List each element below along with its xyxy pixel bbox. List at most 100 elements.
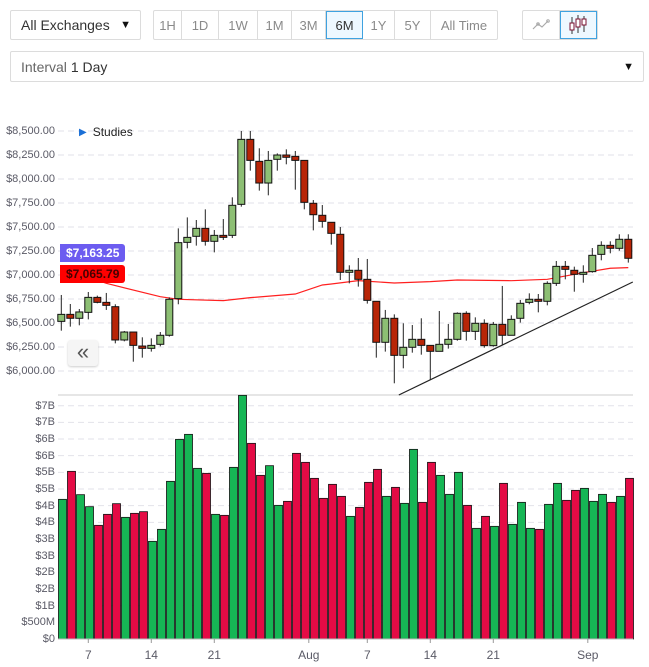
range-1m-button[interactable]: 1M xyxy=(258,11,292,39)
volume-axis-label: $7B xyxy=(35,399,55,412)
candle-body xyxy=(282,154,291,158)
volume-bar xyxy=(445,493,454,640)
candle-body xyxy=(543,282,552,302)
range-6m-button[interactable]: 6M xyxy=(326,11,363,39)
volume-axis-label: $6B xyxy=(35,449,55,462)
volume-bar xyxy=(301,461,310,640)
volume-bar xyxy=(220,514,229,640)
range-3m-button[interactable]: 3M xyxy=(292,11,326,39)
studies-label: Studies xyxy=(92,125,133,139)
line-chart-button[interactable] xyxy=(523,11,560,39)
volume-bar xyxy=(553,482,562,640)
candle-body xyxy=(381,317,390,343)
x-axis-label: 7 xyxy=(363,648,371,662)
candle-body xyxy=(480,322,489,347)
candle-body xyxy=(327,221,336,234)
price-axis-label: $6,750.00 xyxy=(6,293,55,305)
volume-bar xyxy=(616,495,625,640)
range-1y-button[interactable]: 1Y xyxy=(363,11,395,39)
volume-bar xyxy=(121,516,130,640)
candle-body xyxy=(210,234,219,242)
candle-body xyxy=(489,323,498,347)
studies-toggle[interactable]: ▶ Studies xyxy=(79,125,133,139)
volume-bar xyxy=(58,498,67,640)
exchange-dropdown[interactable]: All Exchanges ▼ xyxy=(10,10,141,40)
volume-bar xyxy=(238,394,247,640)
volume-bar xyxy=(499,482,508,640)
x-axis-label: Aug xyxy=(298,648,320,662)
range-1h-button[interactable]: 1H xyxy=(154,11,182,39)
range-5y-button[interactable]: 5Y xyxy=(395,11,431,39)
candle-body xyxy=(273,154,282,160)
volume-axis-label: $5B xyxy=(35,466,55,479)
candle-body xyxy=(417,338,426,346)
volume-bar xyxy=(346,515,355,640)
candle-body xyxy=(291,155,300,161)
volume-axis-label: $7B xyxy=(35,416,55,429)
volume-bar xyxy=(436,474,445,640)
volume-bar xyxy=(526,527,535,640)
volume-bar xyxy=(328,483,337,640)
volume-bar xyxy=(337,495,346,640)
candle-body xyxy=(129,331,138,346)
candle-body xyxy=(525,298,534,303)
volume-bar xyxy=(85,506,94,640)
candle-body xyxy=(408,338,417,348)
volume-bar xyxy=(382,495,391,640)
range-all-time-button[interactable]: All Time xyxy=(440,17,488,33)
volume-bar xyxy=(67,470,76,640)
chart-type-selector xyxy=(522,10,598,40)
candle-body xyxy=(453,312,462,340)
volume-bar xyxy=(130,512,139,640)
range-1d-button[interactable]: 1D xyxy=(182,11,219,39)
price-axis-label: $6,250.00 xyxy=(6,341,55,353)
range-selector: 1H 1D 1W 1M 3M 6M 1Y 5Y All Time xyxy=(153,10,498,40)
price-axis-label: $8,000.00 xyxy=(6,173,55,185)
candle-body xyxy=(363,278,372,301)
volume-bar xyxy=(400,502,409,640)
volume-bar xyxy=(463,504,472,640)
volume-bar xyxy=(427,461,436,640)
volume-bar xyxy=(481,515,490,640)
double-chevron-left-icon: « xyxy=(76,338,90,364)
candle-body xyxy=(390,317,399,356)
volume-bar xyxy=(202,472,211,640)
volume-bar xyxy=(418,501,427,640)
volume-bar xyxy=(472,527,481,640)
candle-body xyxy=(228,204,237,236)
volume-bar xyxy=(148,540,157,640)
interval-dropdown[interactable]: Interval 1 Day ▼ xyxy=(10,51,644,82)
candle-body xyxy=(201,227,210,242)
volume-bar xyxy=(580,487,589,640)
interval-prefix: Interval xyxy=(21,58,67,75)
caret-down-icon: ▼ xyxy=(623,60,634,73)
price-axis-label: $6,500.00 xyxy=(6,317,55,329)
exchange-value: All Exchanges xyxy=(21,17,110,33)
price-axis-label: $7,000.00 xyxy=(6,269,55,281)
collapse-button[interactable]: « xyxy=(68,338,98,366)
volume-bar xyxy=(355,506,364,640)
candlestick-button[interactable] xyxy=(559,11,597,39)
volume-bar xyxy=(625,477,634,640)
volume-bar xyxy=(184,433,193,640)
candle-body xyxy=(435,343,444,352)
candle-body xyxy=(588,254,597,273)
price-axis-label: $7,250.00 xyxy=(6,245,55,257)
candle-body xyxy=(183,236,192,243)
candle-body xyxy=(111,306,120,341)
volume-bar xyxy=(319,497,328,640)
candle-body xyxy=(552,265,561,284)
range-1w-button[interactable]: 1W xyxy=(219,11,258,39)
candle-body xyxy=(75,311,84,319)
volume-axis-label: $4B xyxy=(35,499,55,512)
ma-value-tag: $7,065.79 xyxy=(60,265,126,283)
volume-axis-label: $2B xyxy=(35,566,55,579)
volume-axis-label: $500M xyxy=(21,616,55,629)
triangle-right-icon: ▶ xyxy=(79,126,87,138)
candle-body xyxy=(471,322,480,332)
volume-bar xyxy=(598,493,607,640)
volume-bar xyxy=(193,467,202,640)
price-axis-label: $7,750.00 xyxy=(6,197,55,209)
candle-body xyxy=(372,300,381,343)
